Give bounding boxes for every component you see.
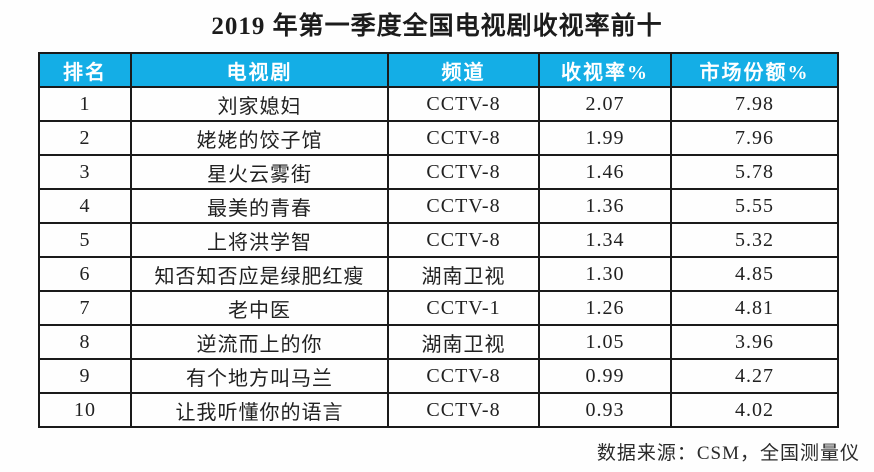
cell-channel: CCTV-8 — [387, 188, 540, 224]
cell-share: 5.32 — [670, 222, 839, 258]
table-row: 7 老中医 CCTV-1 1.26 4.81 — [38, 290, 839, 326]
cell-rank: 1 — [38, 86, 132, 122]
cell-channel: CCTV-8 — [387, 120, 540, 156]
cell-drama: 让我听懂你的语言 — [130, 392, 389, 428]
cell-drama: 逆流而上的你 — [130, 324, 389, 360]
cell-share: 4.85 — [670, 256, 839, 292]
table-body: 1 刘家媳妇 CCTV-8 2.07 7.98 2 姥姥的饺子馆 CCTV-8 1.99 7.96… — [38, 86, 839, 428]
cell-share: 5.78 — [670, 154, 839, 190]
cell-rating: 1.36 — [538, 188, 672, 224]
cell-rank: 7 — [38, 290, 132, 326]
cell-rating: 1.99 — [538, 120, 672, 156]
cell-rank: 6 — [38, 256, 132, 292]
cell-share: 7.98 — [670, 86, 839, 122]
cell-rank: 4 — [38, 188, 132, 224]
column-header-channel: 频道 — [387, 52, 540, 88]
cell-channel: CCTV-8 — [387, 358, 540, 394]
cell-share: 4.81 — [670, 290, 839, 326]
table-row: 4 最美的青春 CCTV-8 1.36 5.55 — [38, 188, 839, 224]
cell-channel: CCTV-1 — [387, 290, 540, 326]
cell-rating: 2.07 — [538, 86, 672, 122]
cell-drama: 刘家媳妇 — [130, 86, 389, 122]
column-header-share: 市场份额% — [670, 52, 839, 88]
page-title: 2019 年第一季度全国电视剧收视率前十 — [211, 13, 663, 40]
data-source-note: 数据来源：CSM，全国测量仪 — [596, 443, 860, 464]
header-row: 排名 电视剧 频道 收视率% 市场份额% — [38, 52, 839, 88]
cell-drama: 有个地方叫马兰 — [130, 358, 389, 394]
cell-drama: 上将洪学智 — [130, 222, 389, 258]
cell-share: 4.02 — [670, 392, 839, 428]
cell-share: 7.96 — [670, 120, 839, 156]
column-header-drama: 电视剧 — [130, 52, 389, 88]
cell-rating: 1.30 — [538, 256, 672, 292]
cell-rank: 3 — [38, 154, 132, 190]
rating-table: 排名 电视剧 频道 收视率% 市场份额% 1 刘家媳妇 CCTV-8 2.07 7.98… — [38, 52, 839, 428]
table-row: 10 让我听懂你的语言 CCTV-8 0.93 4.02 — [38, 392, 839, 428]
column-header-rank: 排名 — [38, 52, 132, 88]
cell-rating: 0.93 — [538, 392, 672, 428]
cell-channel: 湖南卫视 — [387, 324, 540, 360]
cell-share: 5.55 — [670, 188, 839, 224]
cell-rating: 1.05 — [538, 324, 672, 360]
table-row: 9 有个地方叫马兰 CCTV-8 0.99 4.27 — [38, 358, 839, 394]
table-row: 6 知否知否应是绿肥红瘦 湖南卫视 1.30 4.85 — [38, 256, 839, 292]
cell-rating: 1.34 — [538, 222, 672, 258]
cell-drama: 最美的青春 — [130, 188, 389, 224]
cell-rank: 8 — [38, 324, 132, 360]
cell-drama: 知否知否应是绿肥红瘦 — [130, 256, 389, 292]
cell-channel: CCTV-8 — [387, 86, 540, 122]
cell-rating: 1.46 — [538, 154, 672, 190]
cell-rating: 0.99 — [538, 358, 672, 394]
cell-channel: CCTV-8 — [387, 392, 540, 428]
table-row: 2 姥姥的饺子馆 CCTV-8 1.99 7.96 — [38, 120, 839, 156]
table-row: 5 上将洪学智 CCTV-8 1.34 5.32 — [38, 222, 839, 258]
cell-drama: 老中医 — [130, 290, 389, 326]
cell-rank: 5 — [38, 222, 132, 258]
cell-drama: 星火云雾街 — [130, 154, 389, 190]
table-header: 排名 电视剧 频道 收视率% 市场份额% — [38, 52, 839, 88]
column-header-rating: 收视率% — [538, 52, 672, 88]
cell-share: 3.96 — [670, 324, 839, 360]
table-row: 8 逆流而上的你 湖南卫视 1.05 3.96 — [38, 324, 839, 360]
cell-drama: 姥姥的饺子馆 — [130, 120, 389, 156]
table-row: 1 刘家媳妇 CCTV-8 2.07 7.98 — [38, 86, 839, 122]
cell-channel: CCTV-8 — [387, 222, 540, 258]
cell-rank: 10 — [38, 392, 132, 428]
cell-rank: 9 — [38, 358, 132, 394]
table-row: 3 星火云雾街 CCTV-8 1.46 5.78 — [38, 154, 839, 190]
cell-share: 4.27 — [670, 358, 839, 394]
cell-channel: CCTV-8 — [387, 154, 540, 190]
cell-channel: 湖南卫视 — [387, 256, 540, 292]
cell-rank: 2 — [38, 120, 132, 156]
cell-rating: 1.26 — [538, 290, 672, 326]
